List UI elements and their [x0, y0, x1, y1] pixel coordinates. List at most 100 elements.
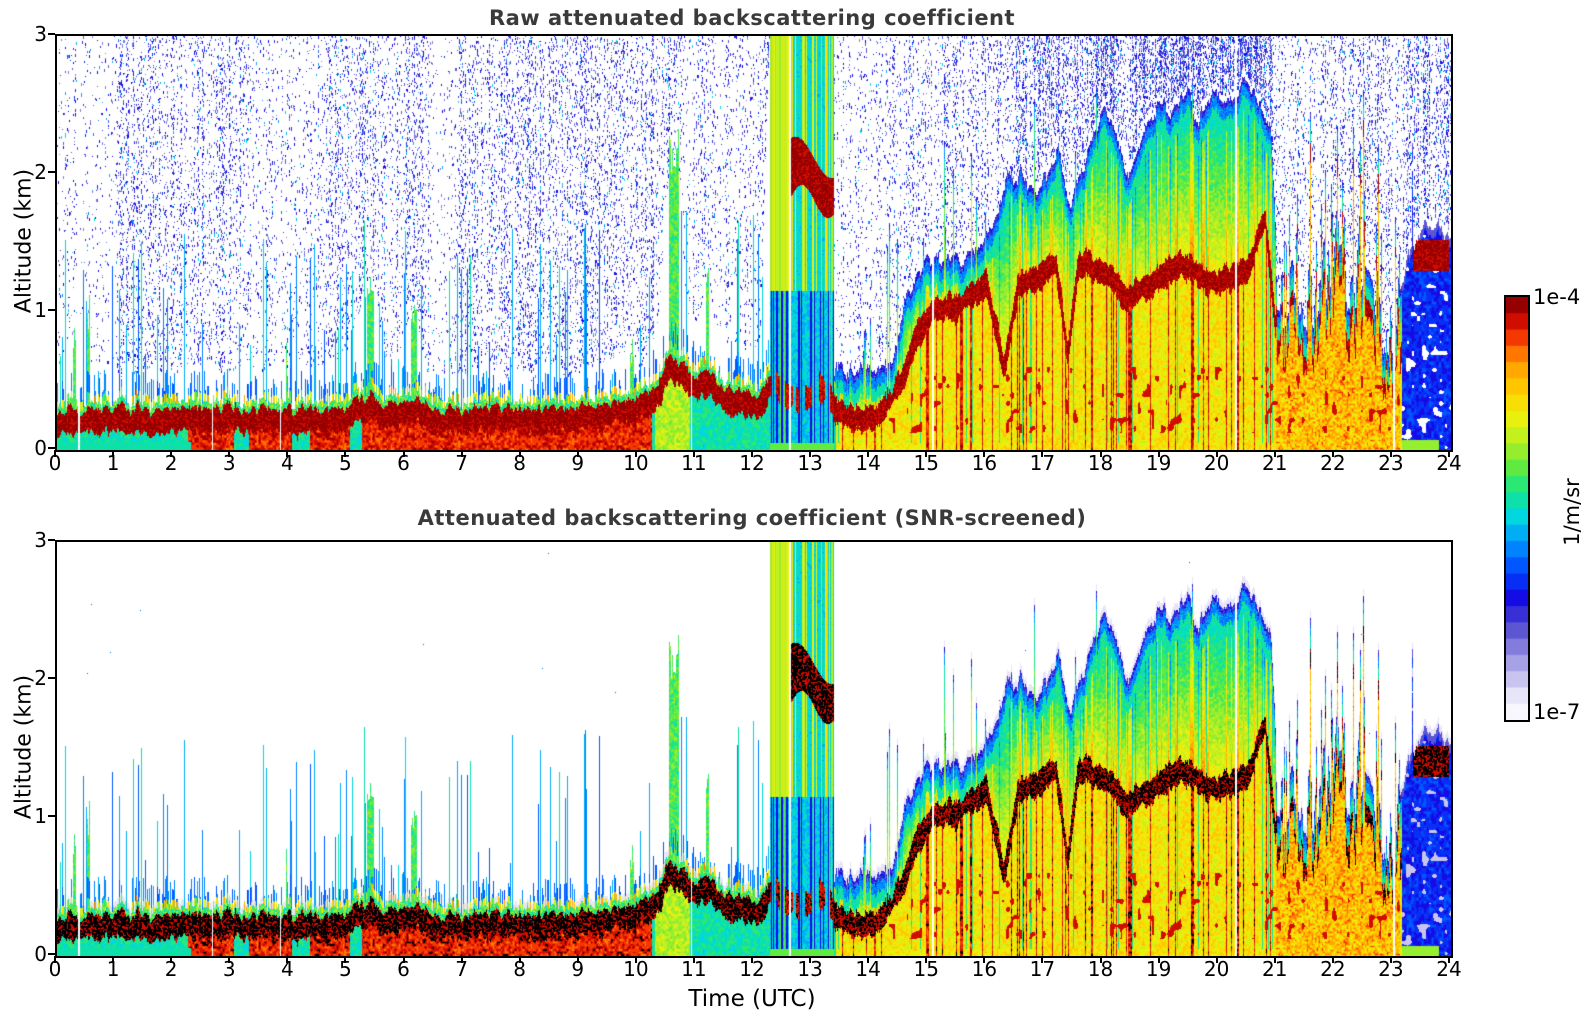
x-tick-mark [402, 956, 405, 963]
x-tick-mark [1157, 956, 1160, 963]
y-tick-mark [48, 953, 55, 955]
x-tick-label: 9 [571, 451, 585, 475]
x-tick-mark [751, 956, 753, 963]
y-tick-mark [48, 447, 55, 449]
y-tick-label: 3 [34, 22, 47, 46]
x-tick-mark [1157, 450, 1160, 457]
y-tick-label: 1 [34, 804, 47, 828]
x-tick-mark [54, 450, 56, 457]
x-tick-mark [286, 956, 289, 963]
x-tick-mark [1331, 956, 1334, 963]
x-tick-mark [576, 956, 579, 963]
x-tick-label: 5 [339, 957, 352, 981]
x-tick-mark [170, 956, 173, 963]
x-tick-label: 7 [455, 957, 468, 981]
x-tick-label: 3 [222, 451, 236, 475]
colorbar [1504, 295, 1530, 722]
y-tick-label: 3 [34, 528, 47, 552]
x-tick-mark [925, 450, 928, 457]
x-tick-mark [112, 956, 115, 963]
raw-panel-title: Raw attenuated backscattering coefficien… [488, 6, 1016, 30]
y-tick-label: 2 [34, 160, 47, 184]
x-tick-label: 7 [455, 451, 468, 475]
x-tick-label: 20 [1203, 451, 1230, 475]
x-tick-label: 16 [971, 451, 998, 475]
x-tick-label: 6 [397, 451, 410, 475]
x-tick-mark [751, 450, 753, 457]
x-tick-label: 16 [971, 957, 998, 981]
x-tick-mark [576, 450, 579, 457]
y-tick-label: 2 [34, 666, 47, 690]
x-tick-label: 0 [48, 957, 62, 981]
x-tick-mark [809, 956, 812, 963]
x-tick-label: 23 [1378, 451, 1404, 475]
colorbar-max-label: 1e-4 [1533, 285, 1581, 309]
x-tick-label: 3 [222, 957, 236, 981]
x-tick-mark [634, 450, 637, 457]
raw-heatmap-canvas [57, 36, 1451, 450]
x-tick-label: 8 [513, 957, 527, 981]
x-tick-mark [983, 450, 986, 457]
x-tick-mark [344, 956, 347, 963]
screened-y-axis-label: Altitude (km) [11, 674, 37, 820]
x-tick-mark [344, 450, 347, 457]
x-tick-label: 1 [106, 957, 120, 981]
x-tick-mark [1099, 956, 1102, 963]
x-tick-mark [925, 956, 928, 963]
x-tick-label: 12 [739, 957, 765, 981]
screened-heatmap-canvas [57, 542, 1451, 956]
x-tick-mark [809, 450, 812, 457]
x-tick-label: 2 [164, 957, 178, 981]
colorbar-canvas [1506, 297, 1528, 720]
x-tick-label: 4 [280, 451, 294, 475]
x-tick-label: 20 [1203, 957, 1230, 981]
y-tick-mark [48, 677, 55, 679]
x-tick-label: 11 [681, 451, 707, 475]
y-tick-label: 1 [34, 298, 47, 322]
screened-panel-title: Attenuated backscattering coefficient (S… [417, 506, 1087, 530]
y-tick-label: 0 [34, 942, 47, 966]
x-tick-mark [1448, 956, 1450, 963]
x-tick-mark [692, 450, 695, 457]
screened-panel [55, 540, 1453, 958]
x-tick-label: 14 [855, 957, 881, 981]
x-tick-label: 22 [1320, 451, 1346, 475]
x-tick-label: 8 [513, 451, 527, 475]
x-axis-label: Time (UTC) [688, 986, 816, 1012]
x-tick-label: 13 [797, 957, 823, 981]
x-tick-label: 14 [855, 451, 881, 475]
x-tick-mark [867, 450, 870, 457]
x-tick-mark [460, 450, 463, 457]
x-tick-mark [1273, 450, 1276, 457]
x-tick-mark [1215, 956, 1218, 963]
x-tick-label: 6 [397, 957, 410, 981]
x-tick-label: 11 [681, 957, 707, 981]
x-tick-mark [112, 450, 115, 457]
x-tick-mark [54, 956, 56, 963]
x-tick-mark [228, 956, 231, 963]
x-tick-label: 10 [623, 451, 649, 475]
x-tick-mark [1215, 450, 1218, 457]
x-tick-label: 24 [1436, 451, 1462, 475]
x-tick-mark [1448, 450, 1450, 457]
x-tick-mark [867, 956, 870, 963]
y-tick-mark [48, 539, 55, 541]
x-tick-label: 13 [797, 451, 823, 475]
x-tick-mark [1389, 450, 1392, 457]
x-tick-label: 19 [1145, 957, 1172, 981]
x-tick-mark [228, 450, 231, 457]
y-tick-mark [48, 171, 55, 173]
x-tick-mark [1273, 956, 1276, 963]
x-tick-label: 17 [1029, 957, 1056, 981]
raw-y-axis-label: Altitude (km) [11, 168, 37, 314]
x-tick-mark [1041, 956, 1044, 963]
x-tick-label: 22 [1320, 957, 1346, 981]
y-tick-mark [48, 309, 55, 311]
x-tick-mark [286, 450, 289, 457]
x-tick-label: 18 [1087, 451, 1114, 475]
x-tick-mark [1331, 450, 1334, 457]
x-tick-label: 15 [913, 957, 939, 981]
x-tick-label: 10 [623, 957, 649, 981]
raw-panel [55, 34, 1453, 452]
